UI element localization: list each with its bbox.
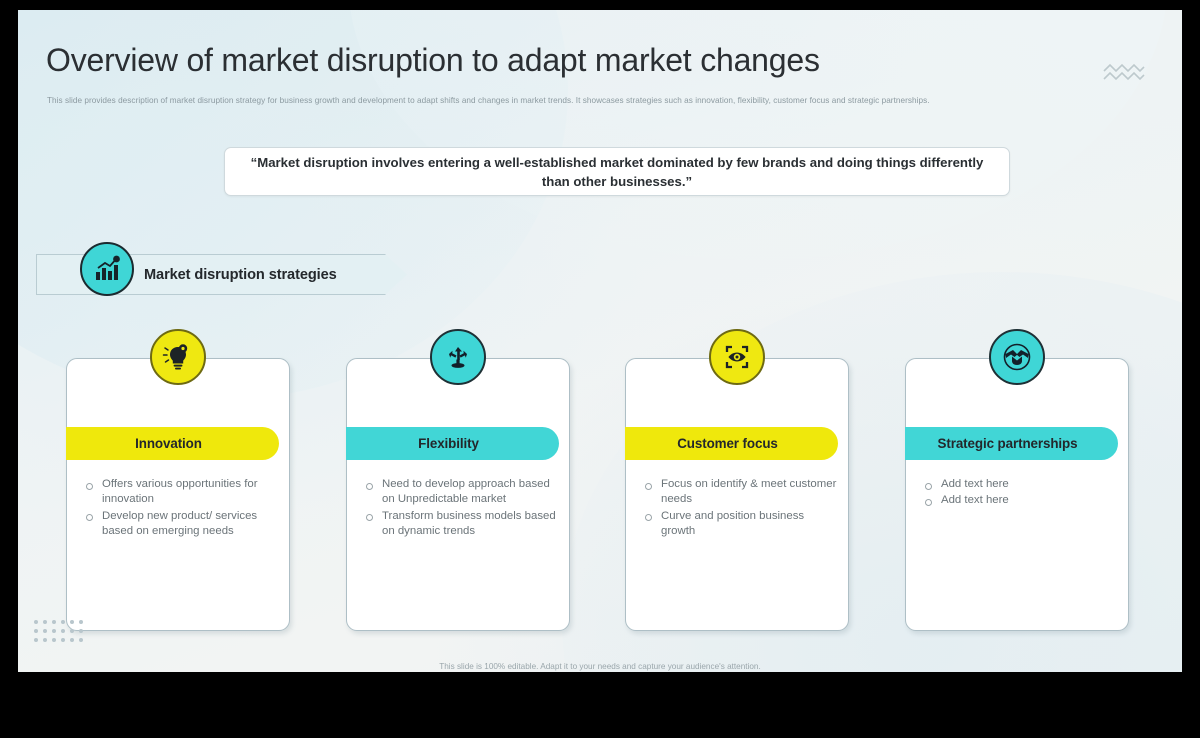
list-item: Add text here: [920, 493, 1118, 508]
strategy-card[interactable]: Customer focus Focus on identify & meet …: [625, 329, 849, 631]
wave-zigzag-icon: [1103, 63, 1145, 81]
card-title: Flexibility: [418, 436, 479, 451]
slide-footer-note: This slide is 100% editable. Adapt it to…: [439, 662, 761, 671]
card-bullet-list: Offers various opportunities for innovat…: [81, 477, 279, 540]
list-item: Curve and position business growth: [640, 509, 838, 540]
list-item: Transform business models based on dynam…: [361, 509, 559, 540]
lightbulb-gear-icon: [150, 329, 206, 385]
quote-box: “Market disruption involves entering a w…: [224, 147, 1010, 196]
list-item: Develop new product/ services based on e…: [81, 509, 279, 540]
slide-canvas: Overview of market disruption to adapt m…: [18, 10, 1182, 672]
card-title: Innovation: [135, 436, 202, 451]
section-banner: Market disruption strategies: [36, 242, 407, 296]
strategy-card[interactable]: Innovation Offers various opportunities …: [66, 329, 290, 631]
strategy-card[interactable]: Strategic partnerships Add text here Add…: [905, 329, 1129, 631]
card-bullet-list: Need to develop approach based on Unpred…: [361, 477, 559, 540]
target-eye-icon: [709, 329, 765, 385]
branching-arrows-icon: [430, 329, 486, 385]
card-title: Strategic partnerships: [937, 436, 1078, 451]
banner-label: Market disruption strategies: [144, 266, 337, 283]
list-item: Need to develop approach based on Unpred…: [361, 477, 559, 508]
handshake-icon: [989, 329, 1045, 385]
strategy-card[interactable]: Flexibility Need to develop approach bas…: [346, 329, 570, 631]
card-title-banner: Flexibility: [346, 427, 559, 460]
list-item: Focus on identify & meet customer needs: [640, 477, 838, 508]
slide-title: Overview of market disruption to adapt m…: [46, 42, 820, 78]
card-title-banner: Customer focus: [625, 427, 838, 460]
quote-text: “Market disruption involves entering a w…: [250, 154, 984, 189]
card-title: Customer focus: [677, 436, 778, 451]
dot-grid-decoration: [34, 620, 88, 647]
card-bullet-list: Focus on identify & meet customer needs …: [640, 477, 838, 540]
growth-chart-icon: [80, 242, 134, 296]
list-item: Add text here: [920, 477, 1118, 492]
card-title-banner: Innovation: [66, 427, 279, 460]
card-bullet-list: Add text here Add text here: [920, 477, 1118, 510]
card-title-banner: Strategic partnerships: [905, 427, 1118, 460]
list-item: Offers various opportunities for innovat…: [81, 477, 279, 508]
slide-subtitle: This slide provides description of marke…: [47, 96, 930, 105]
